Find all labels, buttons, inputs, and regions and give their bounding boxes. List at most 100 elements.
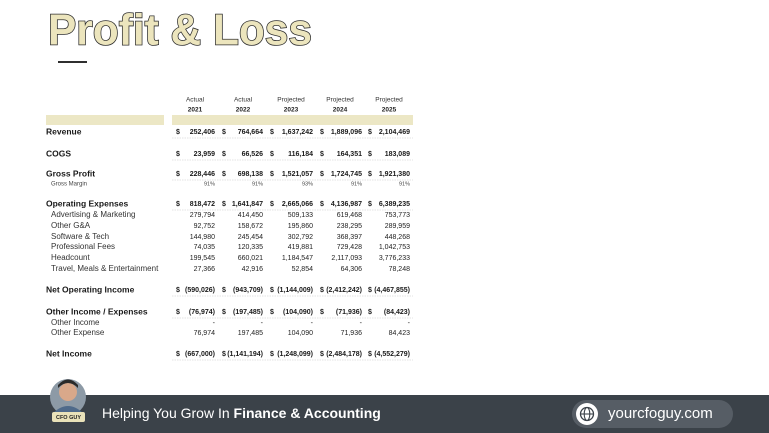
cell-value: 368,397 (337, 234, 362, 241)
cell-value: 252,406 (190, 129, 215, 136)
column-year: 2024 (333, 107, 348, 114)
row-label: Other G&A (51, 221, 91, 230)
currency-symbol: $ (176, 151, 180, 158)
tagline-prefix: Helping You Grow In (102, 405, 234, 421)
cell-value: 764,664 (238, 129, 263, 136)
badge: CFO GUY (56, 415, 81, 421)
cell-value: 448,268 (385, 234, 410, 241)
row-label: Software & Tech (51, 232, 109, 241)
cell-value: 23,959 (194, 151, 216, 158)
cell-value: 42,916 (242, 266, 264, 273)
currency-symbol: $ (320, 351, 324, 358)
cell-value: 1,042,753 (379, 244, 410, 251)
currency-symbol: $ (320, 129, 324, 136)
currency-symbol: $ (176, 309, 180, 316)
row-label: Net Operating Income (46, 284, 135, 294)
row-label: Other Income (51, 318, 100, 327)
cell-value: 52,854 (292, 266, 314, 273)
cell-value: 414,450 (238, 212, 263, 219)
globe-icon (576, 403, 598, 425)
currency-symbol: $ (320, 309, 324, 316)
currency-symbol: $ (320, 201, 324, 208)
currency-symbol: $ (222, 129, 226, 136)
cell-value: (943,709) (233, 287, 263, 294)
cell-value: 71,936 (341, 330, 363, 337)
row-label: Gross Profit (46, 168, 95, 178)
cell-value: (4,467,855) (374, 287, 410, 294)
cell-value: 698,138 (238, 171, 263, 178)
cell-value: 91% (204, 181, 215, 187)
cell-value: 289,959 (385, 223, 410, 230)
cell-value: - (213, 320, 216, 327)
column-status: Projected (326, 97, 354, 104)
currency-symbol: $ (368, 201, 372, 208)
cell-value: 1,637,242 (282, 129, 313, 136)
cell-value: 93% (302, 181, 313, 187)
cell-value: (84,423) (384, 309, 410, 316)
row-label: Travel, Meals & Entertainment (51, 264, 159, 273)
cell-value: (2,484,178) (326, 351, 362, 358)
cell-value: (667,000) (185, 351, 215, 358)
cell-value: 158,672 (238, 223, 263, 230)
currency-symbol: $ (222, 171, 226, 178)
cell-value: - (311, 320, 314, 327)
row-label: Other Expense (51, 328, 105, 337)
currency-symbol: $ (320, 151, 324, 158)
cell-value: 92,752 (194, 223, 216, 230)
currency-symbol: $ (222, 309, 226, 316)
currency-symbol: $ (270, 171, 274, 178)
cell-value: 91% (252, 181, 263, 187)
cell-value: 4,136,987 (331, 201, 362, 208)
column-year: 2025 (382, 107, 397, 114)
currency-symbol: $ (270, 151, 274, 158)
cell-value: 120,335 (238, 244, 263, 251)
avatar (50, 379, 86, 422)
currency-symbol: $ (320, 171, 324, 178)
currency-symbol: $ (368, 151, 372, 158)
cell-value: 104,090 (288, 330, 313, 337)
cell-value: 64,306 (341, 266, 363, 273)
cell-value: 66,526 (242, 151, 264, 158)
row-label: Operating Expenses (46, 198, 128, 208)
currency-symbol: $ (176, 287, 180, 294)
cell-value: - (360, 320, 363, 327)
cell-value: 818,472 (190, 201, 215, 208)
column-year: 2022 (236, 107, 251, 114)
cell-value: 3,776,233 (379, 255, 410, 262)
row-label: Other Income / Expenses (46, 306, 148, 316)
cell-value: (590,026) (185, 287, 215, 294)
cell-value: 2,117,093 (331, 255, 362, 262)
cell-value: 195,860 (288, 223, 313, 230)
currency-symbol: $ (222, 287, 226, 294)
pl-table: Actual 2021 Actual 2022 Projected 2023 Project… (46, 97, 413, 361)
cell-value: 116,184 (288, 151, 313, 158)
website[interactable]: yourcfoguy.com (608, 405, 713, 422)
slide-title: Profit & Loss (48, 6, 312, 55)
cell-value: 279,794 (190, 212, 215, 219)
cell-value: (71,936) (336, 309, 362, 316)
currency-symbol: $ (368, 351, 372, 358)
cell-value: 753,773 (385, 212, 410, 219)
column-year: 2021 (188, 107, 203, 114)
currency-symbol: $ (320, 287, 324, 294)
cell-value: (2,412,242) (326, 287, 362, 294)
cell-value: 729,428 (337, 244, 362, 251)
cell-value: 91% (351, 181, 362, 187)
cell-value: 509,133 (288, 212, 313, 219)
website-pill[interactable] (572, 400, 733, 428)
cell-value: 2,665,066 (282, 201, 313, 208)
row-label: Headcount (51, 253, 90, 262)
cell-value: 245,454 (238, 234, 263, 241)
cell-value: 74,035 (194, 244, 216, 251)
cell-value: 76,974 (194, 330, 216, 337)
cell-value: 660,021 (238, 255, 263, 262)
currency-symbol: $ (368, 171, 372, 178)
cell-value: 1,889,096 (331, 129, 362, 136)
row-label: Net Income (46, 348, 92, 358)
currency-symbol: $ (222, 201, 226, 208)
row-label: Professional Fees (51, 242, 115, 251)
currency-symbol: $ (270, 309, 274, 316)
column-status: Actual (186, 97, 205, 104)
cell-value: 2,104,469 (379, 129, 410, 136)
